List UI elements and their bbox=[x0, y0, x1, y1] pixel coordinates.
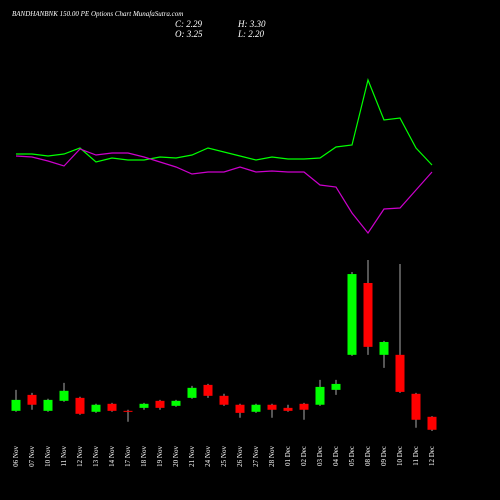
candle-body bbox=[235, 404, 245, 413]
x-tick-label: 27 Nov bbox=[252, 446, 260, 467]
x-tick-label: 18 Nov bbox=[140, 446, 148, 467]
x-tick-label: 01 Dec bbox=[284, 446, 292, 466]
candle-body bbox=[139, 403, 149, 408]
x-tick-label: 11 Nov bbox=[60, 446, 68, 467]
candle-body bbox=[299, 403, 309, 410]
high-text: H: 3.30 bbox=[237, 19, 266, 29]
candle-body bbox=[203, 384, 213, 396]
x-tick-label: 02 Dec bbox=[300, 446, 308, 466]
candle-body bbox=[91, 404, 101, 412]
x-tick-label: 11 Dec bbox=[412, 446, 420, 466]
candle-body bbox=[251, 404, 261, 412]
open-text: O: 3.25 bbox=[175, 29, 203, 39]
candle-body bbox=[171, 400, 181, 406]
x-tick-label: 12 Nov bbox=[76, 446, 84, 467]
candle-body bbox=[283, 407, 293, 411]
candle-body bbox=[43, 399, 53, 411]
x-tick-label: 10 Nov bbox=[44, 446, 52, 467]
x-tick-label: 10 Dec bbox=[396, 446, 404, 466]
candle-body bbox=[427, 416, 437, 430]
candle-body bbox=[187, 387, 197, 398]
candle-body bbox=[27, 394, 37, 405]
candle-body bbox=[107, 403, 117, 411]
candle-body bbox=[11, 399, 21, 411]
candle-body bbox=[379, 341, 389, 355]
candle-body bbox=[347, 274, 357, 355]
x-tick-label: 21 Nov bbox=[188, 446, 196, 467]
x-tick-label: 17 Nov bbox=[124, 446, 132, 467]
x-tick-label: 28 Nov bbox=[268, 446, 276, 467]
candle-body bbox=[155, 400, 165, 408]
close-text: C: 2.29 bbox=[175, 19, 203, 29]
x-tick-label: 03 Dec bbox=[316, 446, 324, 466]
x-tick-label: 07 Nov bbox=[28, 446, 36, 467]
x-tick-label: 25 Nov bbox=[220, 446, 228, 467]
x-tick-label: 08 Dec bbox=[364, 446, 372, 466]
x-tick-label: 12 Dec bbox=[428, 446, 436, 466]
candle-body bbox=[75, 397, 85, 414]
x-tick-label: 13 Nov bbox=[92, 446, 100, 467]
indicator-line bbox=[15, 148, 433, 235]
candle-body bbox=[267, 404, 277, 410]
candle-body bbox=[411, 393, 421, 420]
candle-body bbox=[219, 395, 229, 405]
candle-body bbox=[59, 390, 69, 401]
x-tick-label: 26 Nov bbox=[236, 446, 244, 467]
x-tick-label: 09 Dec bbox=[380, 446, 388, 466]
candle-body bbox=[315, 386, 325, 405]
low-text: L: 2.20 bbox=[237, 29, 265, 39]
x-tick-label: 04 Dec bbox=[332, 446, 340, 466]
x-tick-label: 14 Nov bbox=[108, 446, 116, 467]
candle-body bbox=[331, 383, 341, 390]
candle-body bbox=[363, 282, 373, 347]
x-tick-label: 06 Nov bbox=[12, 446, 20, 467]
candle-body bbox=[123, 410, 133, 412]
x-tick-label: 24 Nov bbox=[204, 446, 212, 467]
indicator-line bbox=[16, 78, 433, 166]
x-tick-label: 20 Nov bbox=[172, 446, 180, 467]
candle-body bbox=[395, 354, 405, 392]
x-tick-label: 05 Dec bbox=[348, 446, 356, 466]
chart-title: BANDHANBNK 150.00 PE Options Chart Munaf… bbox=[12, 10, 183, 18]
x-tick-label: 19 Nov bbox=[156, 446, 164, 467]
